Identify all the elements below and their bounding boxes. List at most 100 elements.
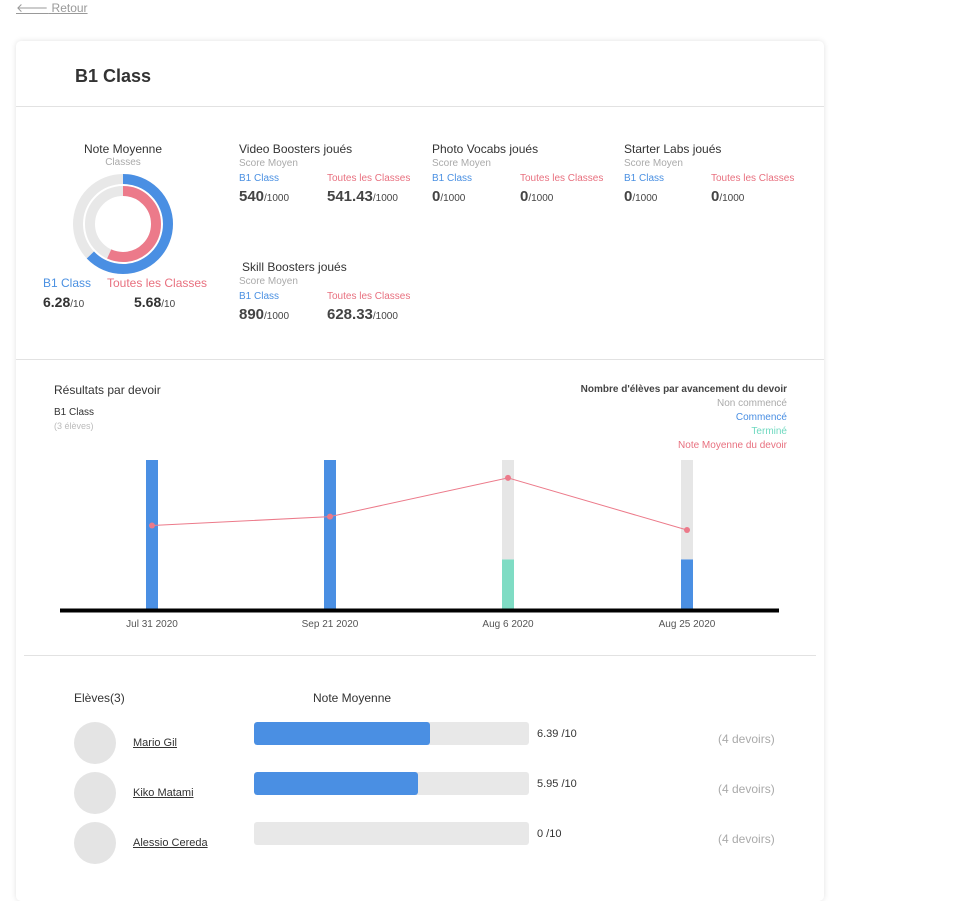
legend-not-started: Non commencé — [716, 398, 787, 409]
all-avg-value: 5.68 — [134, 294, 162, 310]
x-tick-label: Jul 31 2020 — [126, 619, 178, 630]
student-score: 0 /10 — [537, 828, 562, 840]
class-avg-value: 6.28 — [43, 294, 71, 310]
stat-title: Photo Vocabs joués — [432, 142, 539, 156]
stat-class-score: 890/1000 — [239, 306, 289, 324]
student-name-link[interactable]: Alessio Cereda — [133, 837, 208, 849]
class-card: B1 Class Note Moyenne Classes B1 Class T… — [16, 41, 824, 901]
avatar — [74, 722, 116, 764]
stat-denominator: /1000 — [719, 193, 745, 204]
stat-subtitle: Score Moyen — [624, 158, 683, 169]
back-link[interactable]: 🡐 Retour — [16, 0, 88, 15]
stat-all-score: 628.33/1000 — [327, 306, 398, 324]
stat-subtitle: Score Moyen — [239, 158, 298, 169]
stat-all-label: Toutes les Classes — [327, 173, 411, 184]
x-tick-label: Sep 21 2020 — [302, 619, 359, 630]
donut-all-arc — [85, 186, 161, 262]
note-moyenne-subtitle: Classes — [105, 157, 141, 168]
stat-class-label: B1 Class — [432, 173, 473, 184]
all-avg-denominator: /10 — [161, 299, 176, 310]
results-title: Résultats par devoir — [54, 383, 161, 397]
avg-line — [151, 477, 688, 531]
stat-denominator: /1000 — [264, 193, 290, 204]
student-score: 6.39 /10 — [537, 728, 577, 740]
avatar — [74, 822, 116, 864]
stat-subtitle: Score Moyen — [432, 158, 491, 169]
arrow-left-icon: 🡐 — [16, 1, 49, 15]
note-moyenne-title: Note Moyenne — [83, 142, 163, 156]
results-class-name: B1 Class — [54, 407, 95, 418]
stat-class-value: 0 — [432, 188, 441, 205]
divider — [24, 655, 816, 656]
bar-segment — [681, 460, 693, 560]
student-devoirs: (4 devoirs) — [718, 732, 775, 746]
page-title: B1 Class — [75, 66, 152, 86]
student-name-link[interactable]: Mario Gil — [133, 737, 178, 749]
stat-class-label: B1 Class — [239, 173, 280, 184]
score-bar — [254, 722, 529, 745]
divider — [16, 106, 824, 107]
bar-segment — [324, 460, 336, 609]
bar-segment — [502, 559, 514, 609]
results-students-count: (3 élèves) — [54, 421, 94, 431]
stat-starter-labs: Starter Labs joués Score Moyen B1 Class … — [624, 142, 814, 205]
stat-all-value: 0 — [520, 188, 529, 205]
student-devoirs: (4 devoirs) — [718, 782, 775, 796]
stat-photo-vocabs: Photo Vocabs joués Score Moyen B1 Class … — [432, 142, 612, 205]
stat-all-label: Toutes les Classes — [327, 291, 411, 302]
stat-all-score: 0/1000 — [711, 188, 744, 206]
results-chart: Jul 31 2020 Sep 21 2020 Aug 6 2020 Aug 25 2… — [60, 460, 779, 630]
divider — [16, 359, 824, 360]
stat-denominator: /1000 — [264, 311, 290, 322]
stat-class-score: 0/1000 — [432, 188, 465, 206]
legend-avg: Note Moyenne du devoir — [678, 440, 787, 451]
donut-class-label: B1 Class — [43, 276, 92, 290]
students-header: Elèves(3) — [74, 691, 125, 705]
score-bar — [254, 822, 529, 845]
student-devoirs: (4 devoirs) — [718, 832, 775, 846]
stat-class-value: 890 — [239, 306, 265, 323]
donut-class-value: 6.28/10 — [43, 294, 84, 312]
avg-point — [684, 527, 690, 534]
stat-video-boosters: Video Boosters joués Score Moyen B1 Clas… — [239, 142, 419, 205]
stat-class-label: B1 Class — [624, 173, 665, 184]
student-name-link[interactable]: Kiko Matami — [133, 787, 194, 799]
bar-segment — [681, 559, 693, 609]
bar-segment — [146, 460, 158, 609]
stat-title: Starter Labs joués — [624, 142, 722, 156]
chart-legend: Nombre d'élèves par avancement du devoir… — [581, 384, 787, 451]
stat-class-label: B1 Class — [239, 291, 280, 302]
back-label: Retour — [51, 1, 88, 15]
stat-denominator: /1000 — [528, 193, 554, 204]
stat-all-value: 541.43 — [327, 188, 373, 205]
score-bar-fill — [254, 722, 430, 745]
stat-title: Skill Boosters joués — [242, 260, 347, 274]
legend-finished: Terminé — [751, 426, 787, 437]
avatar — [74, 772, 116, 814]
class-avg-denominator: /10 — [70, 299, 85, 310]
stat-all-label: Toutes les Classes — [711, 173, 795, 184]
stat-all-value: 0 — [711, 188, 720, 205]
bar-segment — [502, 460, 514, 560]
stat-all-value: 628.33 — [327, 306, 373, 323]
legend-started: Commencé — [735, 412, 787, 423]
stat-class-value: 0 — [624, 188, 633, 205]
stat-denominator: /1000 — [440, 193, 466, 204]
student-score: 5.95 /10 — [537, 778, 577, 790]
x-tick-label: Aug 6 2020 — [482, 619, 534, 630]
score-bar-fill — [254, 772, 418, 795]
stat-class-score: 0/1000 — [624, 188, 657, 206]
avg-point — [505, 474, 511, 481]
stat-subtitle: Score Moyen — [239, 276, 298, 287]
score-bar — [254, 772, 529, 795]
donut-all-value: 5.68/10 — [134, 294, 175, 312]
avg-point — [149, 522, 155, 529]
stat-title: Video Boosters joués — [239, 142, 353, 156]
stat-all-label: Toutes les Classes — [520, 173, 604, 184]
stat-skill-boosters: Skill Boosters joués Score Moyen B1 Clas… — [239, 260, 419, 323]
legend-title: Nombre d'élèves par avancement du devoir — [580, 384, 787, 395]
donut-class-arc — [73, 174, 173, 274]
donut-all-label: Toutes les Classes — [107, 276, 208, 290]
avg-point — [327, 513, 333, 520]
stat-denominator: /1000 — [632, 193, 658, 204]
